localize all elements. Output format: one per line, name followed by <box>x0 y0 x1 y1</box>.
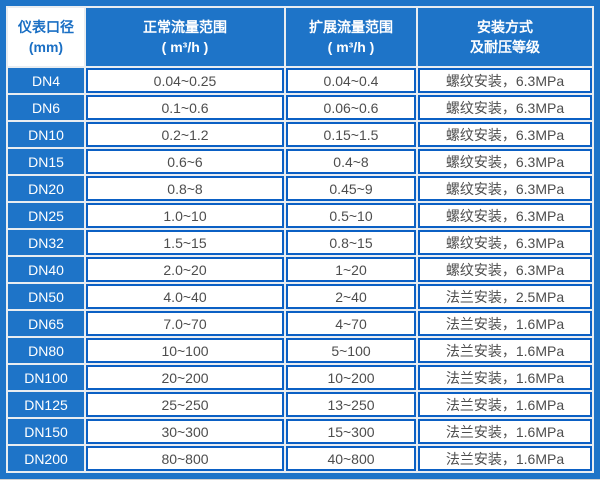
diameter-cell: DN32 <box>8 230 84 255</box>
normal-range-cell: 1.0~10 <box>86 203 284 228</box>
install-cell: 螺纹安装，6.3MPa <box>418 68 592 93</box>
header-normal-line2: ( m³/h ) <box>161 39 209 55</box>
header-cell-normal-range: 正常流量范围 ( m³/h ) <box>86 8 284 66</box>
spec-table-body: DN4 0.04~0.25 0.04~0.4 螺纹安装，6.3MPa DN6 0.1~0.… <box>8 68 592 471</box>
normal-range-cell: 0.1~0.6 <box>86 95 284 120</box>
install-cell: 法兰安装，1.6MPa <box>418 392 592 417</box>
diameter-cell: DN10 <box>8 122 84 147</box>
extended-range-cell: 1~20 <box>286 257 416 282</box>
table-row: DN4 0.04~0.25 0.04~0.4 螺纹安装，6.3MPa <box>8 68 592 93</box>
table-row: DN65 7.0~70 4~70 法兰安装，1.6MPa <box>8 311 592 336</box>
install-cell: 法兰安装，2.5MPa <box>418 284 592 309</box>
header-cell-diameter: 仪表口径 (mm) <box>8 8 84 66</box>
header-cell-extended-range: 扩展流量范围 ( m³/h ) <box>286 8 416 66</box>
extended-range-cell: 5~100 <box>286 338 416 363</box>
install-cell: 螺纹安装，6.3MPa <box>418 230 592 255</box>
normal-range-cell: 10~100 <box>86 338 284 363</box>
diameter-cell: DN40 <box>8 257 84 282</box>
header-row: 仪表口径 (mm) 正常流量范围 ( m³/h ) 扩展流量范围 ( m³/h … <box>8 8 592 66</box>
diameter-cell: DN100 <box>8 365 84 390</box>
normal-range-cell: 0.04~0.25 <box>86 68 284 93</box>
diameter-cell: DN50 <box>8 284 84 309</box>
diameter-cell: DN65 <box>8 311 84 336</box>
table-row: DN32 1.5~15 0.8~15 螺纹安装，6.3MPa <box>8 230 592 255</box>
normal-range-cell: 30~300 <box>86 419 284 444</box>
install-cell: 法兰安装，1.6MPa <box>418 446 592 471</box>
table-row: DN40 2.0~20 1~20 螺纹安装，6.3MPa <box>8 257 592 282</box>
extended-range-cell: 0.04~0.4 <box>286 68 416 93</box>
header-normal-line1: 正常流量范围 <box>143 19 227 35</box>
diameter-cell: DN125 <box>8 392 84 417</box>
install-cell: 螺纹安装，6.3MPa <box>418 122 592 147</box>
normal-range-cell: 20~200 <box>86 365 284 390</box>
extended-range-cell: 10~200 <box>286 365 416 390</box>
header-install-line1: 安装方式 <box>477 19 533 35</box>
normal-range-cell: 4.0~40 <box>86 284 284 309</box>
diameter-cell: DN200 <box>8 446 84 471</box>
header-install-line2: 及耐压等级 <box>470 39 540 55</box>
diameter-cell: DN4 <box>8 68 84 93</box>
install-cell: 螺纹安装，6.3MPa <box>418 176 592 201</box>
diameter-cell: DN80 <box>8 338 84 363</box>
install-cell: 螺纹安装，6.3MPa <box>418 257 592 282</box>
table-row: DN125 25~250 13~250 法兰安装，1.6MPa <box>8 392 592 417</box>
install-cell: 法兰安装，1.6MPa <box>418 338 592 363</box>
table-row: DN25 1.0~10 0.5~10 螺纹安装，6.3MPa <box>8 203 592 228</box>
extended-range-cell: 0.4~8 <box>286 149 416 174</box>
diameter-cell: DN6 <box>8 95 84 120</box>
install-cell: 螺纹安装，6.3MPa <box>418 203 592 228</box>
table-row: DN20 0.8~8 0.45~9 螺纹安装，6.3MPa <box>8 176 592 201</box>
header-diameter-line2: (mm) <box>28 39 64 55</box>
install-cell: 法兰安装，1.6MPa <box>418 419 592 444</box>
normal-range-cell: 7.0~70 <box>86 311 284 336</box>
extended-range-cell: 0.45~9 <box>286 176 416 201</box>
extended-range-cell: 13~250 <box>286 392 416 417</box>
extended-range-cell: 0.06~0.6 <box>286 95 416 120</box>
install-cell: 法兰安装，1.6MPa <box>418 365 592 390</box>
normal-range-cell: 25~250 <box>86 392 284 417</box>
table-row: DN6 0.1~0.6 0.06~0.6 螺纹安装，6.3MPa <box>8 95 592 120</box>
normal-range-cell: 80~800 <box>86 446 284 471</box>
header-extended-line2: ( m³/h ) <box>327 39 375 55</box>
diameter-cell: DN150 <box>8 419 84 444</box>
extended-range-cell: 40~800 <box>286 446 416 471</box>
diameter-cell: DN25 <box>8 203 84 228</box>
diameter-cell: DN15 <box>8 149 84 174</box>
install-cell: 法兰安装，1.6MPa <box>418 311 592 336</box>
normal-range-cell: 0.6~6 <box>86 149 284 174</box>
normal-range-cell: 2.0~20 <box>86 257 284 282</box>
extended-range-cell: 4~70 <box>286 311 416 336</box>
table-row: DN100 20~200 10~200 法兰安装，1.6MPa <box>8 365 592 390</box>
diameter-cell: DN20 <box>8 176 84 201</box>
table-row: DN50 4.0~40 2~40 法兰安装，2.5MPa <box>8 284 592 309</box>
header-cell-install: 安装方式 及耐压等级 <box>418 8 592 66</box>
table-row: DN150 30~300 15~300 法兰安装，1.6MPa <box>8 419 592 444</box>
extended-range-cell: 15~300 <box>286 419 416 444</box>
table-row: DN80 10~100 5~100 法兰安装，1.6MPa <box>8 338 592 363</box>
normal-range-cell: 0.2~1.2 <box>86 122 284 147</box>
header-extended-line1: 扩展流量范围 <box>309 19 393 35</box>
install-cell: 螺纹安装，6.3MPa <box>418 95 592 120</box>
extended-range-cell: 0.8~15 <box>286 230 416 255</box>
normal-range-cell: 0.8~8 <box>86 176 284 201</box>
flow-meter-spec-table: 仪表口径 (mm) 正常流量范围 ( m³/h ) 扩展流量范围 ( m³/h … <box>6 6 594 473</box>
extended-range-cell: 2~40 <box>286 284 416 309</box>
header-diameter-line1: 仪表口径 <box>18 19 74 35</box>
table-row: DN200 80~800 40~800 法兰安装，1.6MPa <box>8 446 592 471</box>
extended-range-cell: 0.15~1.5 <box>286 122 416 147</box>
install-cell: 螺纹安装，6.3MPa <box>418 149 592 174</box>
table-row: DN15 0.6~6 0.4~8 螺纹安装，6.3MPa <box>8 149 592 174</box>
normal-range-cell: 1.5~15 <box>86 230 284 255</box>
extended-range-cell: 0.5~10 <box>286 203 416 228</box>
table-row: DN10 0.2~1.2 0.15~1.5 螺纹安装，6.3MPa <box>8 122 592 147</box>
